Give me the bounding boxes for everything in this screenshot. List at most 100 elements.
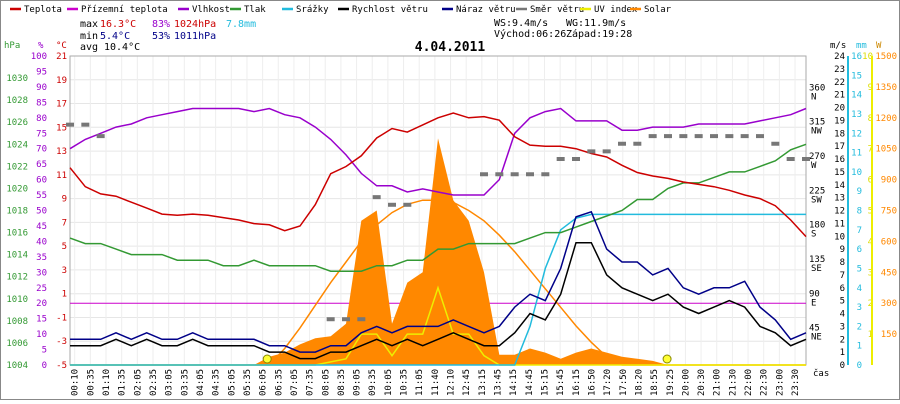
time-tick-label: 17:50 xyxy=(619,369,629,396)
rain-tick-label: 13 xyxy=(851,110,862,120)
rain-tick-label: 6 xyxy=(857,245,862,255)
pressure-line xyxy=(69,143,807,272)
time-axis-label: čas xyxy=(813,368,829,379)
speed-tick-label: 19 xyxy=(834,116,845,126)
time-tick-label: 03:35 xyxy=(180,369,190,396)
time-tick-label: 08:05 xyxy=(321,369,331,396)
rain-tick-label: 7 xyxy=(857,226,862,236)
pressure-tick-label: 1018 xyxy=(6,207,28,217)
pressure-axis-unit: hPa xyxy=(4,41,20,51)
direction-tick-label: 135 xyxy=(809,255,825,265)
time-tick-label: 08:35 xyxy=(337,369,347,396)
temperature-tick-label: -5 xyxy=(56,361,67,371)
info-sunrise: Východ:06:26 xyxy=(494,28,566,40)
time-tick-label: 01:35 xyxy=(118,369,128,396)
stats-max-pres: 1024hPa xyxy=(174,19,216,30)
time-tick-label: 15:45 xyxy=(556,369,566,396)
legend-label: Solar xyxy=(644,5,672,15)
stats-avg-temp: 10.4°C xyxy=(104,42,140,53)
speed-tick-label: 1 xyxy=(840,348,845,358)
direction-compass-label: SW xyxy=(811,195,822,205)
time-tick-label: 06:05 xyxy=(259,369,269,396)
humidity-line xyxy=(69,107,807,196)
humidity-axis-unit: % xyxy=(38,41,44,51)
direction-tick-label: 180 xyxy=(809,221,825,231)
rain-tick-label: 5 xyxy=(857,264,862,274)
stats-min-hum: 53% xyxy=(152,31,170,42)
wind-direction-marker xyxy=(587,149,596,154)
speed-tick-label: 24 xyxy=(834,52,845,62)
pressure-tick-label: 1006 xyxy=(6,339,28,349)
speed-tick-label: 9 xyxy=(840,245,845,255)
legend-label: UV index xyxy=(594,5,638,15)
legend-label: Tlak xyxy=(244,5,266,15)
pressure-tick-label: 1016 xyxy=(6,229,28,239)
temperature-tick-label: 1 xyxy=(62,290,67,300)
wind-direction-marker xyxy=(740,134,749,139)
sunrise-marker xyxy=(262,354,272,364)
wind-direction-marker xyxy=(510,172,519,177)
time-tick-label: 10:05 xyxy=(384,369,394,396)
speed-tick-label: 20 xyxy=(834,104,845,114)
rain-line xyxy=(70,213,806,366)
temperature-tick-label: 9 xyxy=(62,195,67,205)
info-sunset: Západ:19:28 xyxy=(566,28,632,40)
pressure-tick-label: 1008 xyxy=(6,317,28,327)
wind-direction-marker xyxy=(81,122,90,127)
rain-tick-label: 9 xyxy=(857,187,862,197)
legend-label: Směr větru xyxy=(530,5,584,15)
speed-tick-label: 12 xyxy=(834,207,845,217)
wind-direction-marker xyxy=(403,202,412,207)
rain-axis-unit: mm xyxy=(856,41,867,51)
time-tick-label: 13:15 xyxy=(478,369,488,396)
temperature-tick-label: 7 xyxy=(62,218,67,228)
wind-direction-marker xyxy=(756,134,764,139)
wind-direction-marker xyxy=(526,172,534,177)
wind-direction-marker xyxy=(388,202,396,207)
time-tick-label: 04:35 xyxy=(212,369,222,396)
wind-direction-marker xyxy=(66,122,74,127)
solar-tick-label: 750 xyxy=(881,207,897,217)
info-wg: WG:11.9m/s xyxy=(566,18,626,29)
direction-compass-label: SE xyxy=(811,264,822,274)
humidity-tick-label: 90 xyxy=(36,83,47,93)
wind-direction-marker xyxy=(633,141,642,146)
speed-tick-label: 0 xyxy=(840,361,845,371)
solar-tick-label: 450 xyxy=(881,268,897,278)
pressure-tick-label: 1014 xyxy=(6,251,28,261)
uv-tick-label: 6 xyxy=(868,176,873,186)
humidity-tick-label: 15 xyxy=(36,315,47,325)
chart-title: 4.04.2011 xyxy=(415,40,486,55)
pressure-tick-label: 1020 xyxy=(6,184,28,194)
humidity-tick-label: 35 xyxy=(36,253,47,263)
wind-direction-marker xyxy=(372,195,381,200)
stats-max-rain: 7.8mm xyxy=(226,19,256,30)
humidity-tick-label: 0 xyxy=(42,361,47,371)
legend: Teplota Přízemní teplota Vlhkost Tlak Srážky… xyxy=(10,5,672,15)
time-tick-label: 02:35 xyxy=(149,369,159,396)
solar-tick-label: 1350 xyxy=(875,83,897,93)
time-tick-label: 00:10 xyxy=(71,369,81,396)
direction-tick-label: 315 xyxy=(809,118,825,128)
direction-compass-label: W xyxy=(811,161,817,171)
speed-tick-label: 7 xyxy=(840,271,845,281)
speed-tick-label: 16 xyxy=(834,155,845,165)
wind-direction-marker xyxy=(725,134,734,139)
direction-compass-label: E xyxy=(811,298,816,308)
pressure-tick-label: 1028 xyxy=(6,96,28,106)
wind-direction-marker xyxy=(786,157,795,161)
legend-label: Vlhkost xyxy=(192,5,230,15)
time-tick-label: 22:00 xyxy=(744,369,754,396)
uv-tick-label: 9 xyxy=(868,83,873,93)
humidity-tick-label: 10 xyxy=(36,330,47,340)
speed-tick-label: 23 xyxy=(834,65,845,75)
speed-tick-label: 2 xyxy=(840,335,845,345)
speed-axis-unit: m/s xyxy=(830,41,846,51)
direction-compass-label: S xyxy=(811,230,816,240)
speed-tick-label: 17 xyxy=(834,142,845,152)
stats-max-hum: 83% xyxy=(152,19,170,30)
wind-direction-marker xyxy=(541,172,550,177)
wind-direction-marker xyxy=(694,134,703,139)
